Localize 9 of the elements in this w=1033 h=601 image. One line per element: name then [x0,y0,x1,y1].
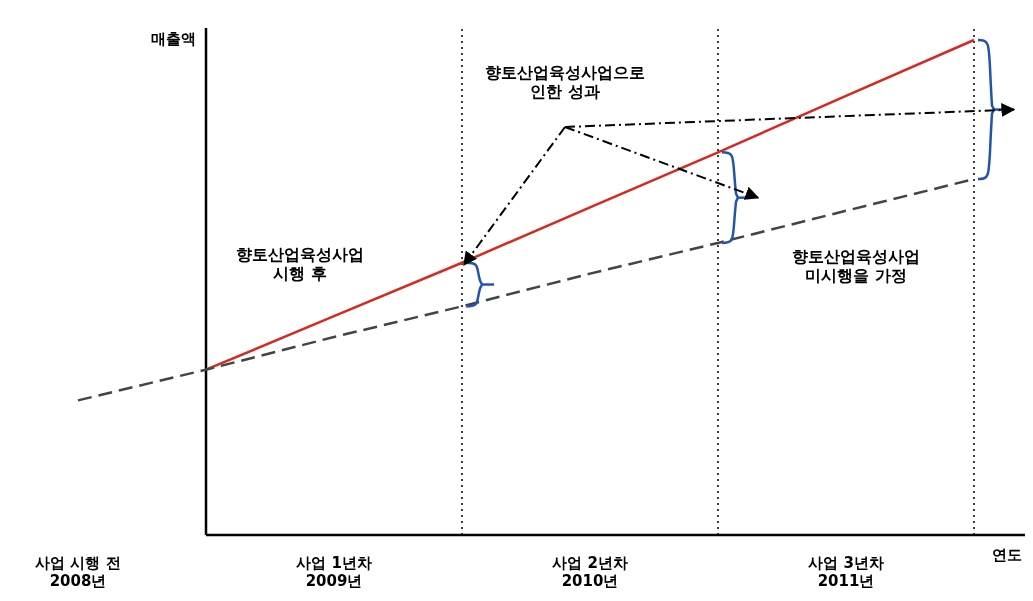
x-tick-label: 사업 시행 전 2008년 [35,554,121,590]
x-tick-label: 사업 1년차 2009년 [296,554,372,590]
x-tick-label: 사업 3년차 2011년 [808,554,884,590]
y-axis-title: 매출액 [151,30,196,48]
annotation: 향토산업육성사업으로 인한 성과 [485,63,645,102]
annotation: 향토산업육성사업 시행 후 [236,245,364,284]
annotation: 향토산업육성사업 미시행을 가정 [792,247,920,286]
x-axis-title: 연도 [992,546,1022,564]
x-tick-label: 사업 2년차 2010년 [552,554,628,590]
